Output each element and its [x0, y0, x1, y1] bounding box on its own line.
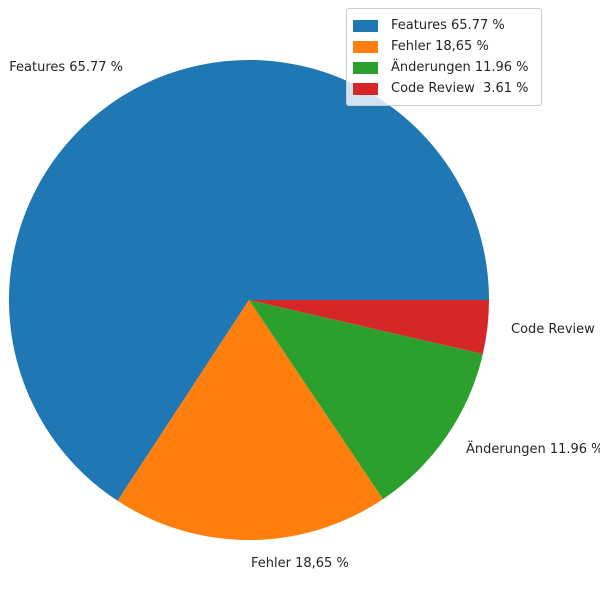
legend-item-änderungen-11-96: Änderungen 11.96 %: [353, 57, 529, 78]
legend-label: Features 65.77 %: [391, 18, 505, 33]
pie-label-code-review-3-61: Code Review 3.61 %: [511, 322, 595, 337]
legend-swatch-icon: [353, 82, 378, 95]
legend-swatch-icon: [353, 40, 378, 53]
legend-item-fehler-18-65: Fehler 18,65 %: [353, 36, 529, 57]
legend-label: Code Review 3.61 %: [391, 81, 529, 96]
pie-slice-code-review-3-61: [249, 300, 489, 354]
legend-label: Fehler 18,65 %: [391, 39, 489, 54]
legend-label: Änderungen 11.96 %: [391, 60, 529, 75]
pie-label-features-65-77: Features 65.77 %: [9, 60, 123, 75]
legend-swatch-icon: [353, 61, 378, 74]
pie-slice-features-65-77: [9, 59, 489, 501]
pie-label-änderungen-11-96: Änderungen 11.96 %: [466, 442, 600, 457]
legend: Features 65.77 % Fehler 18,65 % Änderungen…: [346, 8, 542, 106]
pie-label-fehler-18-65: Fehler 18,65 %: [251, 556, 349, 571]
legend-item-code-review-3-61: Code Review 3.61 %: [353, 78, 529, 99]
pie-slice-fehler-18-65: [117, 300, 384, 540]
legend-swatch-icon: [353, 19, 378, 32]
pie-slice-änderungen-11-96: [249, 300, 483, 500]
legend-item-features-65-77: Features 65.77 %: [353, 15, 529, 36]
